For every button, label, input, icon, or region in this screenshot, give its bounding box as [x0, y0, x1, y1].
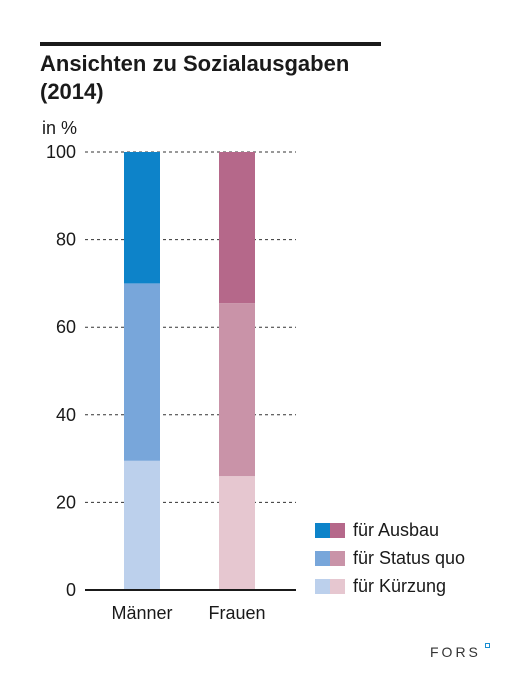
- legend-swatch: [330, 578, 345, 594]
- y-axis-unit-label: in %: [42, 118, 78, 138]
- x-category-label: Frauen: [208, 603, 265, 623]
- y-tick-label: 20: [56, 492, 76, 512]
- y-tick-label: 80: [56, 230, 76, 250]
- bar-segment-frauen-für-kürzung: [219, 476, 255, 590]
- y-tick-label: 0: [66, 580, 76, 600]
- chart-title: Ansichten zu Sozialausgaben (2014): [40, 51, 350, 104]
- logo-square-icon: [485, 643, 490, 648]
- legend-label: für Ausbau: [353, 519, 440, 540]
- legend-item: für Ausbau: [315, 516, 465, 544]
- y-tick-label: 40: [56, 405, 76, 425]
- legend-swatch: [315, 522, 330, 538]
- bar-segment-frauen-für-ausbau: [219, 152, 255, 304]
- legend-swatch: [315, 578, 330, 594]
- legend: für Ausbau für Status quo für Kürzung: [315, 516, 465, 600]
- legend-label: für Kürzung: [353, 575, 447, 596]
- bar-segment-frauen-für-status-quo: [219, 303, 255, 477]
- legend-item: für Status quo: [315, 544, 465, 572]
- y-tick-label: 100: [46, 142, 76, 162]
- gridlines: [85, 151, 296, 503]
- bar-segment-männer-für-ausbau: [124, 152, 160, 284]
- axes: 0 20 40 60 80 100 Männer Frauen: [46, 142, 296, 623]
- bar-segment-männer-für-kürzung: [124, 460, 160, 590]
- bars: [124, 152, 255, 590]
- legend-swatch: [330, 550, 345, 566]
- bar-segment-männer-für-status-quo: [124, 283, 160, 461]
- legend-label: für Status quo: [353, 547, 466, 568]
- x-category-label: Männer: [111, 603, 172, 623]
- legend-item: für Kürzung: [315, 572, 465, 600]
- y-tick-label: 60: [56, 317, 76, 337]
- fors-logo: FORS: [430, 644, 481, 660]
- legend-swatch: [330, 522, 345, 538]
- title-rule: [40, 42, 381, 46]
- legend-swatch: [315, 550, 330, 566]
